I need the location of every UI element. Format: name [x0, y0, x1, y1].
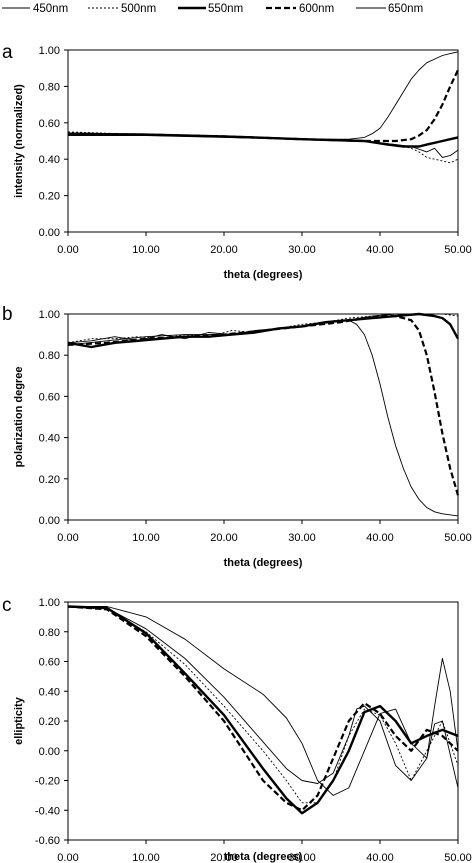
legend-label-650nm: 650nm [388, 3, 423, 15]
panel-letter: b [2, 304, 13, 325]
y-tick-label: 0.00 [39, 227, 60, 239]
y-tick-label: 0.60 [39, 118, 60, 130]
x-tick-label: 50.00 [444, 532, 472, 544]
y-tick-label: -0.40 [35, 805, 60, 817]
panel-letter: c [2, 595, 12, 616]
y-tick-label: 0.80 [39, 350, 60, 362]
series-line-500nm [67, 131, 459, 164]
y-tick-label: 0.20 [39, 716, 60, 728]
x-axis-label: theta (degrees) [224, 557, 303, 569]
x-tick-label: 40.00 [366, 244, 394, 256]
series-line-450nm [67, 606, 459, 789]
legend: 450nm 500nm 550nm 600nm 650nm [2, 3, 423, 15]
chart-panel-a: a 0.00 0.20 0.40 0.60 0.80 1.00 0.00 10.00 20.00 3… [2, 42, 472, 281]
y-tick-label: 0.40 [39, 154, 60, 166]
y-tick-label: 0.00 [39, 746, 60, 758]
x-axis-label: theta (degrees) [224, 269, 303, 281]
series-line-500nm [67, 606, 459, 804]
series-line-650nm [68, 606, 459, 796]
x-tick-label: 40.00 [366, 532, 394, 544]
x-tick-label: 10.00 [132, 532, 160, 544]
chart-panel-b: b 0.00 0.20 0.40 0.60 0.80 1.00 0.00 10.00 20.00 3… [2, 304, 472, 569]
y-tick-label: 0.40 [39, 686, 60, 698]
series-line-650nm [68, 51, 459, 140]
chart-panel-c: c -0.60 -0.40 -0.20 0.00 0.20 0.40 0.60 0.80 1.00… [2, 595, 472, 863]
y-tick-label: -0.20 [35, 776, 60, 788]
x-tick-label: 10.00 [132, 244, 160, 256]
y-tick-label: 1.00 [39, 309, 60, 321]
y-axis-label: polarization degree [13, 367, 25, 468]
y-axis-label: ellipticity [13, 696, 25, 745]
series-line-550nm [67, 605, 459, 815]
x-tick-label: 50.00 [444, 244, 472, 256]
x-tick-label: 30.00 [288, 244, 316, 256]
x-tick-label: 0.00 [57, 244, 78, 256]
x-axis-label: theta (degrees) [224, 851, 303, 863]
y-tick-label: 1.00 [39, 45, 60, 57]
x-tick-label: 50.00 [444, 852, 472, 863]
y-tick-label: 0.20 [39, 191, 60, 203]
series-line-600nm [67, 315, 460, 496]
legend-label-550nm: 550nm [208, 3, 243, 15]
plot-frame [67, 601, 459, 841]
series-line-600nm [67, 69, 459, 143]
plot-frame [67, 313, 459, 521]
series-line-650nm [67, 319, 459, 517]
y-tick-label: 0.60 [39, 391, 60, 403]
y-tick-label: 0.80 [39, 81, 60, 93]
x-tick-label: 20.00 [210, 852, 238, 863]
plot-frame [67, 49, 459, 233]
y-tick-label: 0.60 [39, 657, 60, 669]
legend-label-600nm: 600nm [299, 3, 334, 15]
legend-label-450nm: 450nm [33, 3, 68, 15]
x-tick-label: 40.00 [366, 852, 394, 863]
y-tick-label: 0.40 [39, 433, 60, 445]
x-tick-label: 0.00 [57, 532, 78, 544]
panel-letter: a [2, 42, 13, 63]
legend-label-500nm: 500nm [121, 3, 156, 15]
x-tick-label: 20.00 [210, 244, 238, 256]
y-tick-label: 0.00 [39, 515, 60, 527]
series-line-600nm [67, 605, 459, 812]
y-tick-label: 0.20 [39, 474, 60, 486]
x-tick-label: 30.00 [288, 852, 316, 863]
x-tick-label: 20.00 [210, 532, 238, 544]
x-tick-label: 10.00 [132, 852, 160, 863]
y-tick-label: 1.00 [39, 597, 60, 609]
y-tick-label: 0.80 [39, 627, 60, 639]
x-tick-label: 0.00 [57, 852, 78, 863]
x-tick-label: 30.00 [288, 532, 316, 544]
y-axis-label: intensity (normalized) [13, 84, 25, 198]
y-tick-label: -0.60 [35, 835, 60, 847]
